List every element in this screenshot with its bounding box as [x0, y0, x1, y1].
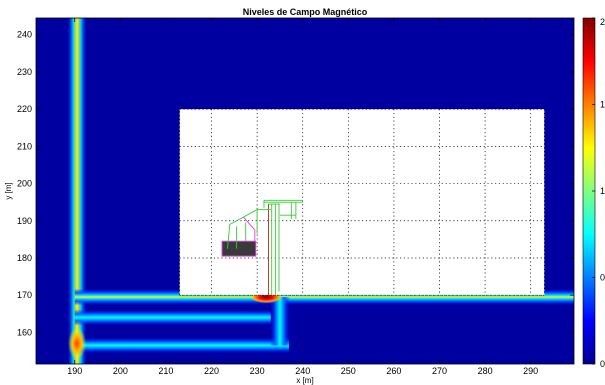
colorbar-ticks: 2 1 1 0 0	[592, 17, 605, 369]
x-axis-label: x [m]	[296, 376, 313, 385]
y-axis-ticks: 160 170 180 190 200 210 220 230 240	[17, 30, 574, 337]
y-tick-label: 210	[17, 141, 32, 151]
y-tick-label: 200	[17, 179, 32, 189]
x-tick-label: 190	[67, 366, 82, 376]
x-tick-label: 260	[386, 366, 401, 376]
x-tick-label: 270	[432, 366, 447, 376]
x-tick-label: 200	[113, 366, 128, 376]
x-tick-label: 210	[158, 366, 173, 376]
equipment-block	[221, 240, 257, 257]
field-peak	[68, 327, 87, 360]
wire	[229, 216, 244, 225]
y-tick-label: 190	[17, 216, 32, 226]
field-line-v-0	[67, 18, 88, 364]
building-grid	[179, 108, 545, 296]
y-tick-label: 180	[17, 253, 32, 263]
colorbar-tick-label: 0	[600, 273, 605, 283]
y-tick-label: 170	[17, 290, 32, 300]
y-axis-label: y [m]	[4, 182, 13, 199]
wire	[243, 209, 258, 218]
colorbar-tick-label: 2	[600, 17, 605, 27]
x-axis-ticks: 190 200 210 220 230 240 250 260 270 280 290	[67, 18, 538, 376]
colorbar: 2 1 1 0 0	[582, 17, 605, 369]
x-tick-label: 220	[204, 366, 219, 376]
y-tick-label: 240	[17, 30, 32, 40]
field-line-v-4	[269, 297, 290, 346]
colorbar-tick-label: 0	[600, 359, 605, 369]
x-tick-label: 230	[250, 366, 265, 376]
y-tick-label: 220	[17, 104, 32, 114]
x-tick-label: 290	[523, 366, 538, 376]
chart-title: Niveles de Campo Magnético	[243, 7, 368, 17]
field-line-h-3	[74, 337, 290, 354]
y-tick-label: 230	[17, 67, 32, 77]
x-tick-label: 250	[341, 366, 356, 376]
wiring-drawing	[221, 199, 303, 296]
plot-frame	[35, 17, 575, 365]
wire	[243, 216, 256, 231]
y-tick-label: 160	[17, 327, 32, 337]
field-line-h-2	[74, 309, 271, 326]
colorbar-tick-label: 1	[600, 100, 605, 110]
x-tick-label: 280	[478, 366, 493, 376]
colorbar-tick-label: 1	[600, 186, 605, 196]
heatmap-plot-area	[36, 18, 574, 364]
building-footprint	[179, 109, 545, 296]
wire	[227, 224, 231, 249]
x-tick-label: 240	[295, 366, 310, 376]
